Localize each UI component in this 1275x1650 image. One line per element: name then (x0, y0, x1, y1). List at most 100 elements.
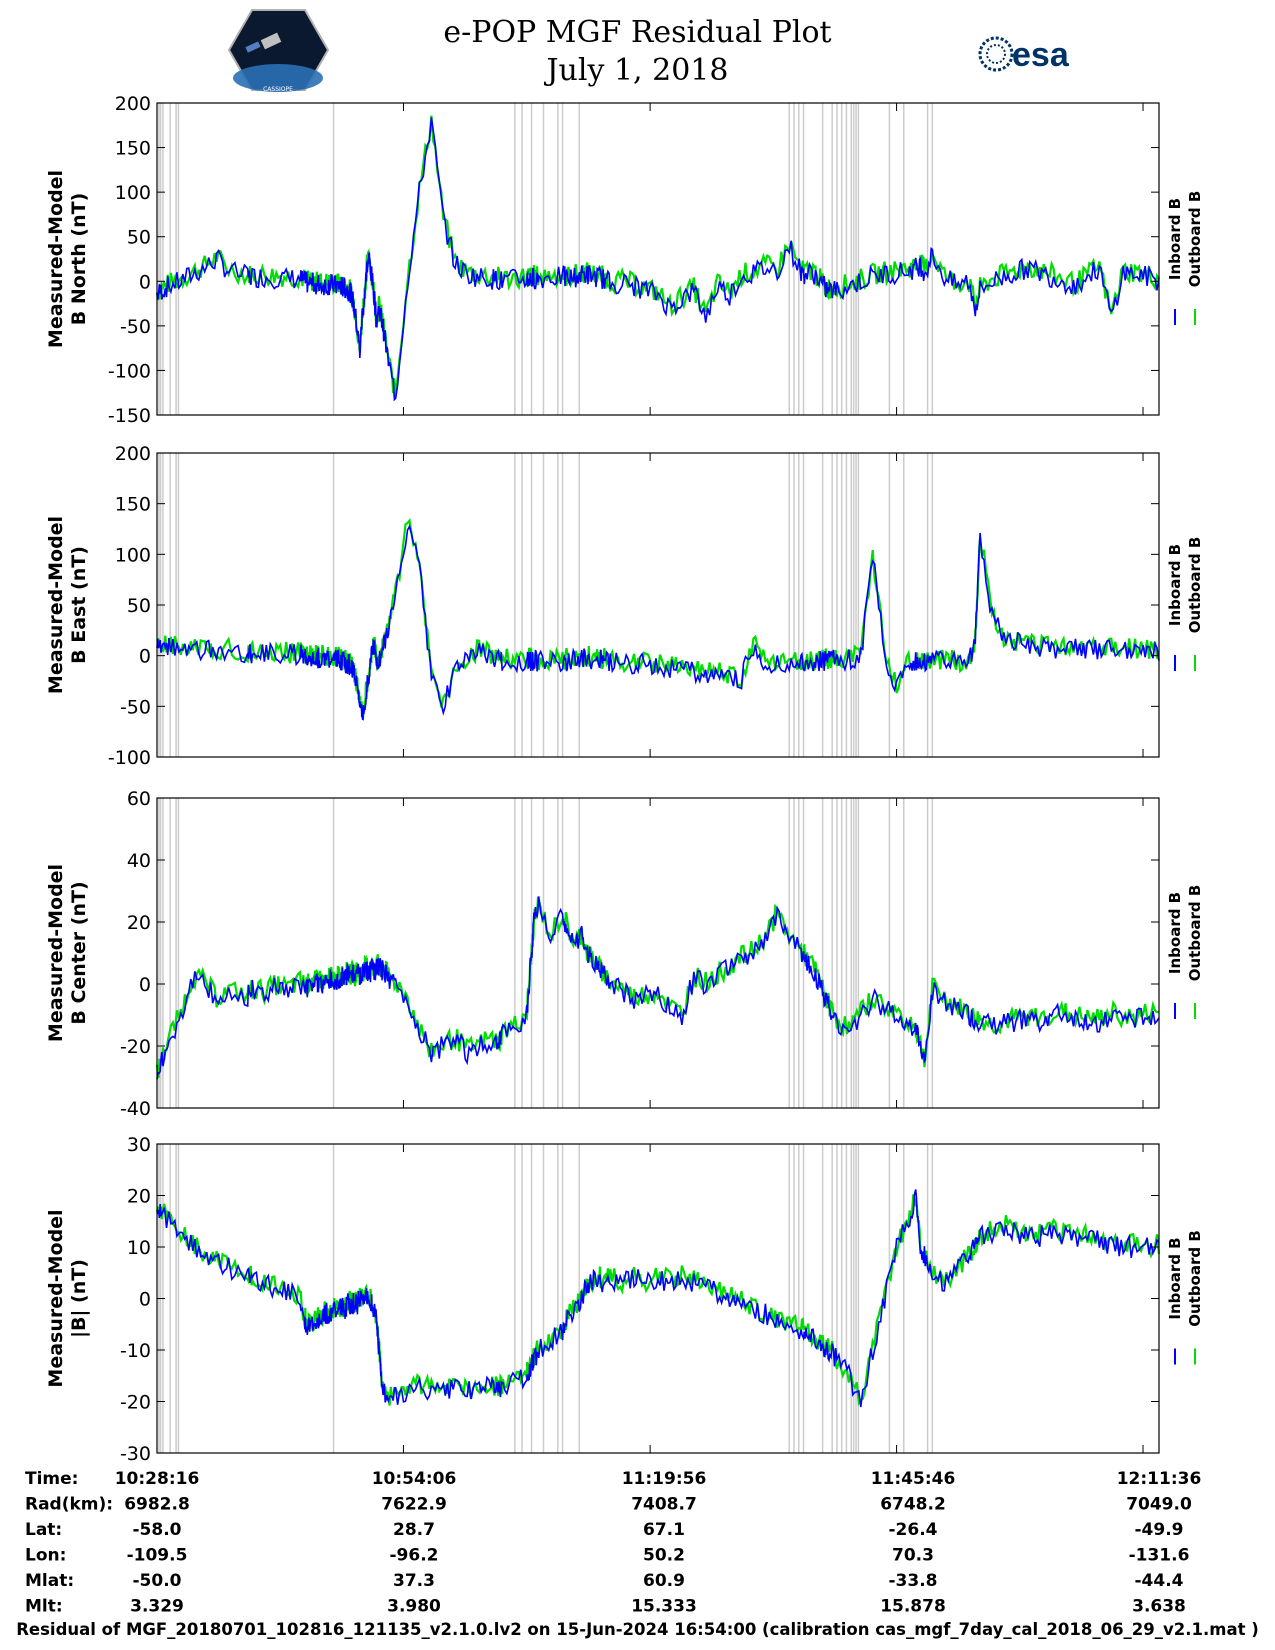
table-row: Mlat: -50.0 37.3 60.9 -33.8 -44.4 (25, 1571, 1184, 1591)
orbit-info-table: Time: 10:28:16 10:54:06 11:19:56 11:45:46 12:… (25, 1469, 1201, 1617)
table-cell: -109.5 (127, 1546, 188, 1566)
table-row: Rad(km): 6982.8 7622.9 7408.7 6748.2 7049.0 (25, 1495, 1192, 1515)
table-cell: 10:54:06 (372, 1469, 457, 1489)
axes-frame (156, 102, 1160, 416)
y-tick-label: 40 (127, 850, 151, 872)
legend-outboard-label: Outboard B (1186, 885, 1204, 982)
table-row-label: Mlt: (25, 1597, 63, 1617)
y-tick-label: 10 (127, 1237, 151, 1259)
outboard-series-line (156, 517, 1160, 720)
y-tick-label: -30 (120, 1443, 151, 1465)
legend: Inboard B Outboard B (1166, 537, 1204, 671)
legend-inboard-label: Inboard B (1166, 198, 1184, 280)
y-tick-label: 150 (115, 138, 151, 160)
legend: Inboard B Outboard B (1166, 885, 1204, 1019)
panel-1: 200 150 100 50 0 -50 -100 -150 Measured-ModelB N… (45, 93, 1204, 427)
y-tick-label: -150 (108, 405, 151, 427)
panel-3: 60 40 20 0 -20 -40 Measured-ModelB Center (nT)… (45, 788, 1204, 1120)
table-cell: 3.980 (387, 1597, 441, 1617)
esa-logo: esa (978, 36, 1070, 74)
legend-inboard-label: Inboard B (1166, 544, 1184, 626)
legend-inboard-label: Inboard B (1166, 1237, 1184, 1319)
y-tick-label: -50 (120, 316, 151, 338)
table-row-label: Time: (25, 1469, 78, 1489)
y-axis-label: Measured-ModelB East (nT) (45, 516, 90, 694)
table-cell: 7622.9 (381, 1495, 447, 1515)
legend: Inboard B Outboard B (1166, 191, 1204, 325)
y-axis-label-line-1: Measured-Model (45, 864, 67, 1042)
table-cell: 70.3 (892, 1546, 934, 1566)
table-cell: -49.9 (1135, 1520, 1184, 1540)
outboard-series-line (155, 1194, 1161, 1407)
title-line-1: e-POP MGF Residual Plot (443, 15, 832, 50)
y-tick-label: -50 (120, 696, 151, 718)
table-row: Lat: -58.0 28.7 67.1 -26.4 -49.9 (25, 1520, 1184, 1540)
outboard-series-line (155, 115, 1160, 396)
y-tick-label: 60 (127, 788, 151, 810)
y-tick-label: 50 (127, 595, 151, 617)
cassiope-logo: CASSIOPE (227, 9, 330, 93)
footer-caption: Residual of MGF_20180701_102816_121135_v… (16, 1620, 1259, 1639)
legend-outboard-label: Outboard B (1186, 537, 1204, 634)
y-tick-label: 100 (115, 182, 151, 204)
table-cell: -58.0 (133, 1520, 182, 1540)
table-cell: 10:28:16 (115, 1469, 200, 1489)
y-tick-label: -40 (120, 1098, 151, 1120)
y-tick-label: 200 (115, 93, 151, 115)
panel-2: 200 150 100 50 0 -50 -100 Measured-ModelB East … (45, 443, 1204, 769)
axes-frame (156, 1143, 1160, 1454)
title-line-2: July 1, 2018 (546, 53, 729, 88)
table-cell: -50.0 (133, 1571, 182, 1591)
y-axis-label-line-2: B North (nT) (68, 193, 90, 326)
table-cell: 28.7 (393, 1520, 435, 1540)
table-row-label: Lat: (25, 1520, 62, 1540)
table-row-label: Mlat: (25, 1571, 74, 1591)
table-cell: 3.638 (1132, 1597, 1186, 1617)
table-row: Time: 10:28:16 10:54:06 11:19:56 11:45:46 12:… (25, 1469, 1201, 1489)
y-axis-label-line-2: |B| (nT) (68, 1259, 90, 1338)
table-row: Lon: -109.5 -96.2 50.2 70.3 -131.6 (25, 1546, 1189, 1566)
y-tick-label: 0 (139, 646, 151, 668)
table-cell: 15.333 (631, 1597, 697, 1617)
table-cell: 60.9 (643, 1571, 685, 1591)
table-cell: 3.329 (130, 1597, 184, 1617)
axes-frame (156, 452, 1160, 758)
y-axis-label-line-2: B Center (nT) (68, 881, 90, 1024)
table-cell: 37.3 (393, 1571, 435, 1591)
table-cell: -44.4 (1135, 1571, 1184, 1591)
y-tick-label: -100 (108, 747, 151, 769)
y-tick-label: 50 (127, 227, 151, 249)
y-tick-label: 150 (115, 494, 151, 516)
y-axis-label-line-1: Measured-Model (45, 170, 67, 348)
y-axis-label-line-1: Measured-Model (45, 1209, 67, 1387)
table-cell: 11:19:56 (622, 1469, 707, 1489)
inboard-series-line (156, 117, 1160, 402)
inboard-series-line (156, 896, 1160, 1080)
y-tick-label: 20 (127, 912, 151, 934)
table-cell: 50.2 (643, 1546, 685, 1566)
y-tick-label: -10 (120, 1340, 151, 1362)
y-tick-label: 0 (139, 974, 151, 996)
cassiope-logo-text: CASSIOPE (263, 86, 293, 93)
y-tick-label: 100 (115, 544, 151, 566)
table-cell: 7049.0 (1126, 1495, 1192, 1515)
table-cell: -96.2 (390, 1546, 439, 1566)
y-tick-label: 20 (127, 1186, 151, 1208)
plot-title: e-POP MGF Residual Plot July 1, 2018 (0, 14, 1275, 90)
y-tick-label: 0 (139, 1289, 151, 1311)
table-cell: -33.8 (889, 1571, 938, 1591)
y-tick-label: -20 (120, 1392, 151, 1414)
legend-outboard-label: Outboard B (1186, 191, 1204, 288)
y-axis-label-line-1: Measured-Model (45, 516, 67, 694)
y-tick-label: -100 (108, 360, 151, 382)
esa-logo-text: esa (1012, 36, 1070, 74)
legend-outboard-label: Outboard B (1186, 1230, 1204, 1327)
table-row-label: Lon: (25, 1546, 66, 1566)
table-cell: 6982.8 (124, 1495, 190, 1515)
table-cell: 15.878 (880, 1597, 946, 1617)
inboard-series-line (156, 1189, 1160, 1408)
table-cell: 7408.7 (631, 1495, 697, 1515)
legend: Inboard B Outboard B (1166, 1230, 1204, 1365)
